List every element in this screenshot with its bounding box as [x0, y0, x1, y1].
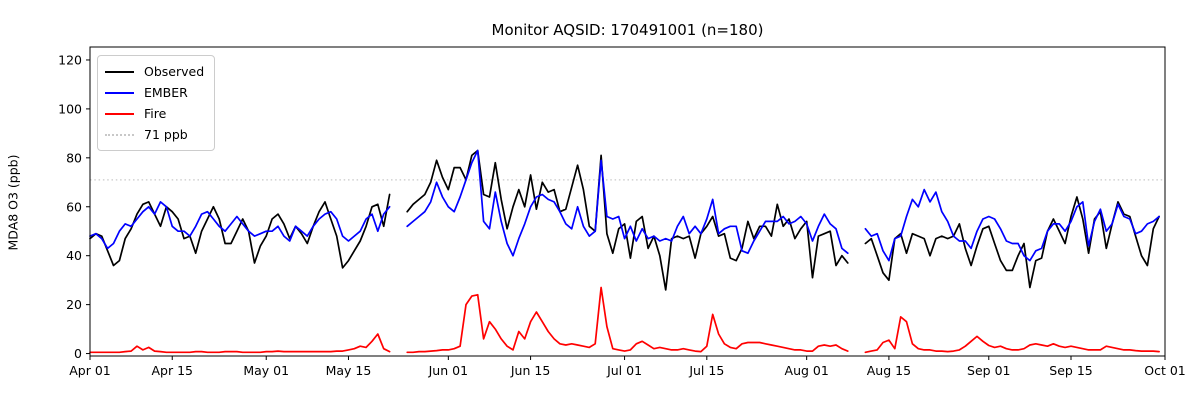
- legend-label: Observed: [144, 64, 205, 79]
- legend: Observed EMBER Fire 71 ppb: [97, 55, 216, 151]
- y-tick-label: 80: [66, 150, 82, 165]
- x-tick-label: Jun 15: [510, 363, 550, 378]
- x-tick-label: Jun 01: [428, 363, 468, 378]
- y-axis-label: MDA8 O3 (ppb): [5, 154, 21, 251]
- legend-label: 71 ppb: [144, 127, 188, 142]
- y-tick-label: 40: [66, 248, 82, 263]
- x-tick-label: Sep 15: [1049, 363, 1092, 378]
- x-tick-label: Apr 15: [151, 363, 193, 378]
- legend-item-observed: Observed: [105, 61, 204, 82]
- legend-item-ember: EMBER: [105, 82, 204, 103]
- x-tick-label: Oct 01: [1144, 363, 1186, 378]
- plot-border: [89, 46, 1166, 357]
- y-tick-label: 0: [74, 346, 82, 361]
- x-tick-label: May 01: [243, 363, 289, 378]
- legend-item-fire: Fire: [105, 103, 204, 124]
- x-tick-label: May 15: [326, 363, 372, 378]
- plot-title: Monitor AQSID: 170491001 (n=180): [491, 21, 764, 39]
- legend-label: Fire: [144, 106, 167, 121]
- legend-line-sample: [105, 133, 134, 136]
- legend-label: EMBER: [144, 85, 188, 100]
- legend-line-sample: [105, 70, 134, 73]
- x-tick-label: Jul 01: [606, 363, 642, 378]
- x-tick-label: Jul 15: [688, 363, 724, 378]
- legend-line-sample: [105, 91, 134, 94]
- y-tick-label: 100: [58, 101, 82, 116]
- x-tick-label: Aug 01: [785, 363, 829, 378]
- x-tick-label: Apr 01: [69, 363, 111, 378]
- y-tick-label: 120: [58, 52, 82, 67]
- y-tick-label: 20: [66, 297, 82, 312]
- series-line-ember: [89, 149, 1160, 262]
- legend-line-sample: [105, 112, 134, 115]
- y-tick-label: 60: [66, 199, 82, 214]
- x-tick-label: Aug 15: [867, 363, 911, 378]
- series-line-fire: [89, 286, 1160, 354]
- series-line-observed: [89, 149, 1160, 291]
- legend-item-71-ppb: 71 ppb: [105, 124, 204, 145]
- x-tick-label: Sep 01: [967, 363, 1010, 378]
